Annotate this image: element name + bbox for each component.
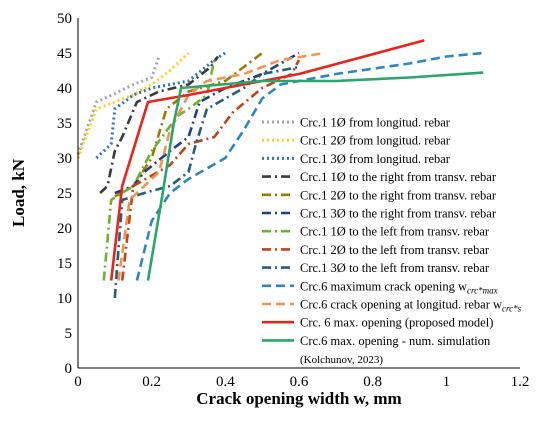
x-tick-label: 0.8	[363, 374, 382, 390]
legend-label: Crc.1 1Ø to the left from transv. rebar	[300, 225, 490, 239]
series-line-13	[146, 71, 484, 281]
legend-label: Crc.1 1Ø to the right from transv. rebar	[300, 170, 497, 184]
series-line-8	[120, 59, 301, 281]
legend-label: Crc.1 2Ø to the right from transv. rebar	[300, 188, 497, 202]
y-tick-label: 15	[57, 256, 72, 272]
legend-label: Crc.1 1Ø from longitud. rebar	[300, 116, 451, 130]
legend: Crc.1 1Ø from longitud. rebar Crc.1 2Ø fr…	[262, 116, 522, 366]
series-line-1	[76, 56, 161, 155]
x-tick-labels: 0 0.2 0.4 0.6 0.8 1 1.2	[74, 374, 529, 390]
x-tick-label: 1	[443, 374, 451, 390]
legend-label: (Kolchunov, 2023)	[300, 354, 383, 366]
series-line-11	[117, 51, 326, 281]
legend-label: Crc.6 max. opening - num. simulation	[300, 334, 491, 348]
series-line-3	[95, 51, 227, 160]
legend-label: Crc.1 2Ø to the left from transv. rebar	[300, 243, 490, 257]
legend-label: Crc.1 2Ø from longitud. rebar	[300, 134, 451, 148]
y-tick-label: 5	[65, 326, 73, 342]
x-tick-label: 0.6	[290, 374, 309, 390]
y-axis-title: Load, kN	[9, 158, 28, 227]
plot-lines	[76, 39, 484, 299]
y-tick-label: 50	[57, 11, 72, 27]
legend-label: Crc.1 3Ø to the left from transv. rebar	[300, 261, 490, 275]
y-tick-label: 30	[57, 151, 72, 167]
series-line-12	[109, 39, 425, 281]
series-line-6	[114, 51, 300, 195]
legend-label: Crc.6 crack opening at longitud. rebar w…	[300, 298, 522, 314]
x-tick-label: 0.4	[216, 374, 235, 390]
legend-label: Crc. 6 max. opening (proposed model)	[300, 316, 493, 330]
y-tick-label: 35	[57, 116, 72, 132]
series-line-7	[102, 59, 216, 281]
y-tick-label: 20	[57, 221, 72, 237]
y-tick-label: 0	[65, 361, 73, 377]
legend-label: Crc.6 maximum crack opening wcrc*max	[300, 279, 498, 295]
x-tick-label: 0.2	[142, 374, 161, 390]
y-tick-labels: 0 5 10 15 20 25 30 35 40 45 50	[57, 11, 72, 377]
series-line-5	[114, 51, 263, 198]
y-tick-label: 45	[57, 46, 72, 62]
y-tick-label: 10	[57, 291, 72, 307]
series-line-10	[135, 51, 484, 281]
y-tick-label: 40	[57, 81, 72, 97]
y-tick-label: 25	[57, 186, 72, 202]
x-tick-label: 0	[74, 374, 82, 390]
legend-label: Crc.1 3Ø from longitud. rebar	[300, 152, 451, 166]
series-line-2	[76, 51, 190, 159]
x-axis-title: Crack opening width w, mm	[196, 389, 401, 408]
legend-label: Crc.1 3Ø to the right from transv. rebar	[300, 207, 497, 221]
x-tick-label: 1.2	[511, 374, 530, 390]
series-line-4	[99, 55, 220, 194]
